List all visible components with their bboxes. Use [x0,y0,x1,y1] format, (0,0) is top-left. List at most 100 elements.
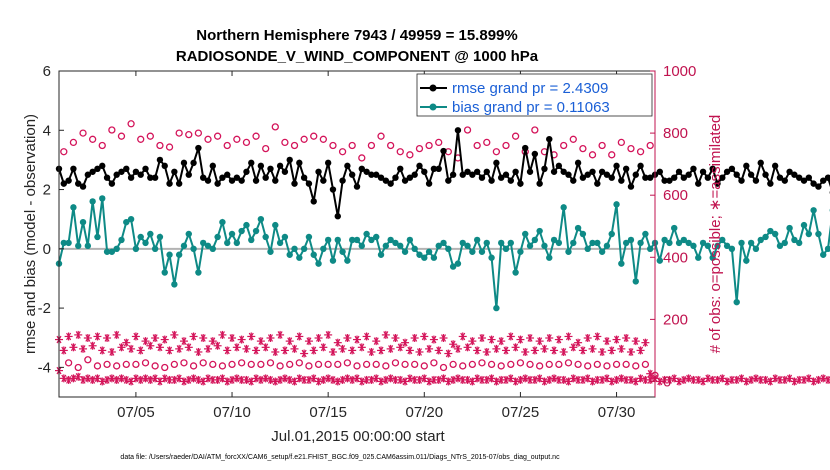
rmse-point [401,177,409,184]
rmse-point [387,180,394,187]
obs-assimilated-point [482,375,491,384]
bias-point [459,239,466,247]
bias-point [728,245,736,253]
bias-point [358,242,366,250]
bias-point [272,221,279,229]
bias-point [752,245,760,253]
obs-assimilated-point [482,347,491,356]
rmse-point [502,171,510,178]
rmse-point [75,180,82,187]
obs-assimilated-point [665,375,674,384]
rmse-point [618,177,625,184]
rmse-point [671,174,678,181]
obs-assimilated-point [824,375,830,384]
obs-assimilated-point [353,374,361,383]
y-tick-label: 4 [43,122,51,139]
bias-point [75,242,82,250]
x-tick-label: 07/10 [213,404,251,421]
rmse-point [416,162,423,170]
obs-possible-point [473,141,481,150]
obs-possible-point [367,141,376,150]
obs-assimilated-point [473,346,482,355]
bias-point [199,239,207,247]
rmse-point [815,183,822,190]
obs-assimilated-point [703,374,712,383]
footnote: data file: /Users/raeder/DAI/ATM_forcXX/… [120,454,560,461]
rmse-point [175,180,183,187]
obs-possible-point [646,141,654,150]
obs-assimilated-point [569,374,578,383]
obs-assimilated-point [304,375,313,384]
obs-assimilated-point [79,344,88,353]
obs-possible-point [439,363,448,372]
obs-assimilated-point [271,347,280,356]
obs-assimilated-point [117,343,126,352]
obs-assimilated-point [107,347,116,356]
obs-assimilated-point [285,375,294,384]
x-tick-label: 07/20 [406,404,444,421]
bias-point [70,204,77,211]
obs-possible-point [588,151,597,159]
rmse-point [747,171,755,178]
rmse-point [329,186,337,193]
obs-possible-point [391,359,400,367]
obs-possible-point [60,148,68,156]
obs-assimilated-point [761,375,770,384]
obs-assimilated-point [550,346,559,355]
bias-point [584,245,591,253]
rmse-point [315,168,322,175]
bias-point [469,248,476,255]
obs-possible-point [492,148,501,156]
obs-assimilated-point [290,377,299,386]
bias-point [387,236,394,244]
rmse-point [512,168,519,175]
bias-point [175,251,183,258]
rmse-point [646,174,654,181]
rmse-point [219,174,226,181]
obs-assimilated-point [218,330,227,339]
bias-point [574,224,582,232]
obs-assimilated-point [790,377,799,386]
bias-point [695,254,702,261]
rmse-point [233,174,241,181]
bias-point [382,242,390,250]
bias-point [334,236,341,244]
obs-assimilated-point [415,375,424,384]
rmse-point [440,147,447,155]
obs-possible-point [290,141,299,150]
obs-possible-point [425,141,433,150]
obs-possible-point [276,362,284,370]
obs-possible-point [511,132,520,140]
bias-point [65,239,72,247]
obs-assimilated-point [208,337,217,346]
obs-possible-point [463,126,472,134]
obs-assimilated-point [588,344,597,353]
obs-assimilated-point [122,338,131,347]
obs-assimilated-point [131,332,140,341]
obs-assimilated-point [429,335,438,344]
obs-assimilated-point [98,346,107,355]
obs-assimilated-point [242,375,251,384]
rmse-point [209,162,217,170]
rmse-point [478,174,486,181]
bias-point [507,239,515,247]
rmse-point [324,159,332,167]
obs-assimilated-point [727,375,736,384]
obs-possible-point [535,362,544,370]
rmse-point [228,177,236,184]
bias-point [565,248,572,255]
rmse-point [776,174,784,181]
obs-assimilated-point [295,332,304,341]
obs-assimilated-point [612,335,621,344]
obs-assimilated-point [59,346,68,355]
bias-point [536,227,543,235]
obs-possible-point [180,359,188,367]
rmse-point [757,159,764,167]
bias-point [209,245,217,253]
obs-possible-point [170,360,179,369]
rmse-point [695,180,702,187]
rmse-point [185,171,192,178]
obs-assimilated-point [636,374,645,383]
obs-assimilated-point [204,374,212,383]
obs-assimilated-point [333,338,342,347]
